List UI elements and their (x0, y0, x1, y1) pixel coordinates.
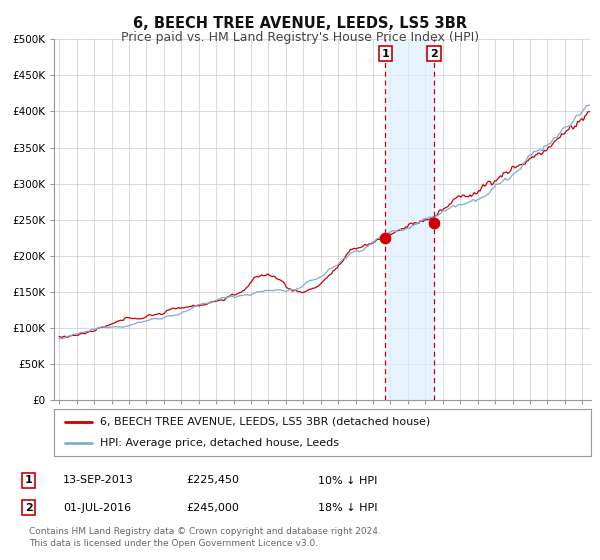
Text: 1: 1 (382, 49, 389, 59)
Text: £225,450: £225,450 (186, 475, 239, 486)
Text: 1: 1 (25, 475, 32, 486)
Text: 6, BEECH TREE AVENUE, LEEDS, LS5 3BR: 6, BEECH TREE AVENUE, LEEDS, LS5 3BR (133, 16, 467, 31)
Text: 01-JUL-2016: 01-JUL-2016 (63, 503, 131, 513)
Text: 6, BEECH TREE AVENUE, LEEDS, LS5 3BR (detached house): 6, BEECH TREE AVENUE, LEEDS, LS5 3BR (de… (100, 417, 430, 427)
Text: Price paid vs. HM Land Registry's House Price Index (HPI): Price paid vs. HM Land Registry's House … (121, 31, 479, 44)
Text: 2: 2 (25, 503, 32, 513)
Point (380, 233, 390, 242)
Text: £245,000: £245,000 (186, 503, 239, 513)
Text: 13-SEP-2013: 13-SEP-2013 (63, 475, 134, 486)
Text: Contains HM Land Registry data © Crown copyright and database right 2024.
This d: Contains HM Land Registry data © Crown c… (29, 527, 380, 548)
Bar (385, 39, 434, 400)
Text: 10% ↓ HPI: 10% ↓ HPI (318, 475, 377, 486)
Text: 2: 2 (430, 49, 438, 59)
Text: HPI: Average price, detached house, Leeds: HPI: Average price, detached house, Leed… (100, 438, 338, 448)
Text: 18% ↓ HPI: 18% ↓ HPI (318, 503, 377, 513)
Point (429, 219, 439, 228)
